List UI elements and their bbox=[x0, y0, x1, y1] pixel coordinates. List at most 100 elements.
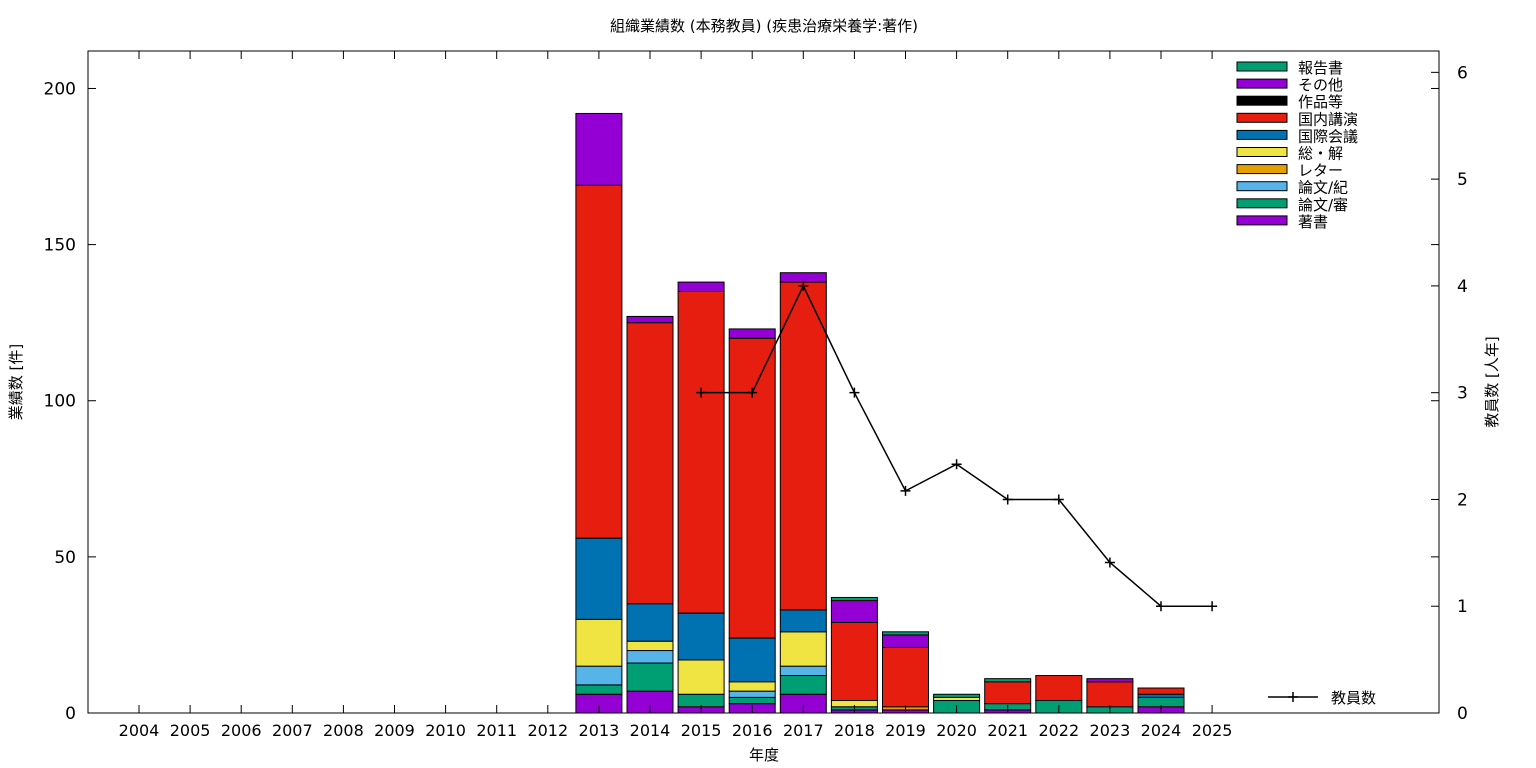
bar-segment bbox=[1086, 681, 1134, 708]
line-point bbox=[951, 459, 962, 470]
x-axis-label: 年度 bbox=[749, 746, 779, 764]
bar-segment bbox=[677, 290, 725, 614]
line-point bbox=[798, 280, 809, 291]
bar-segment bbox=[1137, 687, 1185, 695]
y2-tick-label: 0 bbox=[1457, 704, 1468, 724]
x-tick-label: 2014 bbox=[630, 721, 671, 740]
bar-segment bbox=[677, 659, 725, 695]
legend-swatch bbox=[1236, 181, 1288, 192]
bar-segment bbox=[575, 684, 623, 695]
x-tick-label: 2010 bbox=[425, 721, 466, 740]
x-tick-label: 2009 bbox=[374, 721, 415, 740]
legend-line-marker bbox=[1288, 692, 1298, 702]
bar-segment bbox=[626, 603, 674, 642]
legend-swatch bbox=[1236, 95, 1288, 106]
legend-swatch bbox=[1236, 147, 1288, 157]
bar-segment bbox=[728, 337, 776, 639]
plot-frame bbox=[87, 50, 1440, 714]
bar-segment bbox=[677, 612, 725, 661]
x-tick-label: 2012 bbox=[527, 721, 568, 740]
bar-segment bbox=[830, 621, 878, 702]
bar-segment bbox=[984, 678, 1032, 683]
line-point bbox=[900, 485, 911, 496]
legend-label: その他 bbox=[1298, 76, 1343, 94]
bar-segment bbox=[575, 112, 623, 186]
bar-segment bbox=[830, 596, 878, 602]
x-tick-label: 2015 bbox=[681, 721, 722, 740]
legend-label: 報告書 bbox=[1298, 59, 1343, 77]
x-tick-label: 2004 bbox=[119, 721, 160, 740]
x-tick-label: 2005 bbox=[170, 721, 211, 740]
bar-segment bbox=[779, 281, 827, 611]
line-point bbox=[1053, 494, 1064, 505]
bar-segment bbox=[728, 681, 776, 692]
y2-tick-label: 3 bbox=[1457, 384, 1468, 404]
bar-segment bbox=[1035, 675, 1083, 702]
bar-segment bbox=[728, 328, 776, 339]
line-teachers bbox=[701, 284, 1213, 607]
x-tick-label: 2008 bbox=[323, 721, 364, 740]
y-axis-label: 業績数 [件] bbox=[7, 344, 25, 420]
legend-label: 作品等 bbox=[1298, 93, 1343, 111]
y2-tick-label: 2 bbox=[1457, 490, 1468, 510]
line-point bbox=[1156, 601, 1166, 612]
x-tick-label: 2019 bbox=[885, 721, 926, 740]
legend-label: 国内講演 bbox=[1298, 110, 1358, 128]
bars-layer bbox=[575, 112, 1185, 714]
y2-axis-label: 教員数 [人年] bbox=[1483, 336, 1501, 427]
bar-segment bbox=[728, 637, 776, 683]
y2-tick-label: 6 bbox=[1457, 63, 1468, 83]
x-tick-label: 2022 bbox=[1038, 721, 1079, 740]
axes-layer: 0 50 100 150 200 0 1 2 3 4 5 6 2004 2005 2006 2007 2008 2… bbox=[44, 51, 1468, 740]
bar-segment bbox=[626, 662, 674, 692]
x-tick-label: 2018 bbox=[834, 721, 875, 740]
bar-segment bbox=[830, 600, 878, 623]
x-tick-label: 2017 bbox=[783, 721, 824, 740]
legend-swatch bbox=[1236, 61, 1288, 72]
y-tick-label: 100 bbox=[44, 392, 76, 412]
bar-segment bbox=[779, 665, 827, 677]
bar-segment bbox=[984, 681, 1032, 705]
y-tick-label: 200 bbox=[44, 79, 76, 99]
line-layer bbox=[696, 280, 1218, 612]
line-point bbox=[1104, 557, 1115, 568]
x-tick-label: 2006 bbox=[221, 721, 262, 740]
bar-segment bbox=[626, 322, 674, 605]
bar-segment bbox=[779, 272, 827, 283]
legend-swatch bbox=[1236, 112, 1288, 123]
legend-swatch bbox=[1236, 198, 1288, 209]
y-tick-label: 150 bbox=[44, 236, 76, 256]
x-tick-label: 2013 bbox=[579, 721, 620, 740]
x-tick-label: 2023 bbox=[1090, 721, 1131, 740]
x-tick-label: 2025 bbox=[1192, 721, 1233, 740]
legend-label: 総・解 bbox=[1298, 145, 1343, 163]
legend-label: 論文/審 bbox=[1298, 196, 1348, 214]
legend-label: 論文/紀 bbox=[1298, 179, 1348, 197]
bar-segment bbox=[575, 537, 623, 620]
x-tick-label: 2016 bbox=[732, 721, 773, 740]
bar-segment bbox=[779, 609, 827, 633]
bar-segment bbox=[728, 690, 776, 698]
legend-swatch bbox=[1236, 129, 1288, 140]
bar-segment bbox=[882, 631, 929, 636]
x-tick-label: 2011 bbox=[476, 721, 517, 740]
y-tick-label: 50 bbox=[54, 548, 76, 568]
y2-tick-label: 5 bbox=[1457, 170, 1468, 190]
y2-tick-label: 4 bbox=[1457, 277, 1468, 297]
bar-segment bbox=[626, 315, 674, 324]
bar-segment bbox=[779, 631, 827, 667]
bar-segment bbox=[626, 640, 674, 652]
bar-segment bbox=[575, 618, 623, 667]
line-point bbox=[696, 387, 707, 398]
bar-segment bbox=[728, 696, 776, 705]
bar-segment bbox=[779, 675, 827, 695]
line-point bbox=[849, 387, 860, 398]
chart-title: 組織業績数 (本務教員) (疾患治療栄養学:著作) bbox=[610, 17, 918, 35]
legend-label: 著書 bbox=[1298, 213, 1328, 231]
x-tick-label: 2007 bbox=[272, 721, 313, 740]
bar-segment bbox=[933, 693, 981, 698]
bar-segment bbox=[626, 650, 674, 664]
bar-segment bbox=[575, 184, 623, 539]
